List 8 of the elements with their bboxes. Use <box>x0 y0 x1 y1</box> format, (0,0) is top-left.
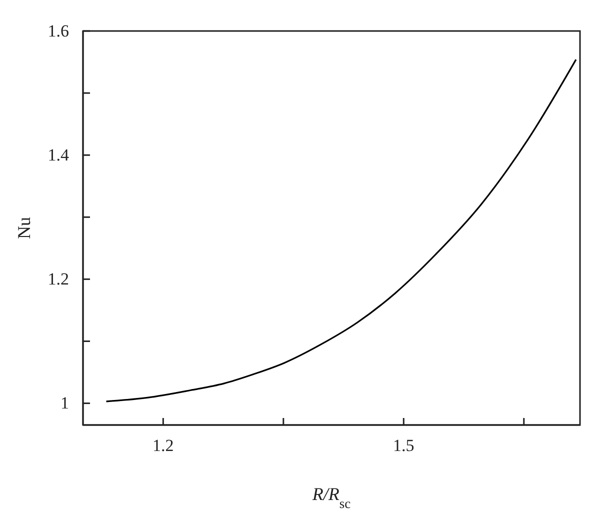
line-series <box>105 58 577 402</box>
x-tick-label: 1.5 <box>393 436 414 456</box>
y-tick-label: 1 <box>60 394 69 413</box>
x-axis-title: R/R$_{sc}$ <box>311 484 351 510</box>
y-tick-label: 1.2 <box>48 270 69 289</box>
y-axis-title: Nu <box>14 217 34 239</box>
y-tick-label: 1.4 <box>48 146 70 165</box>
y-tick-label: 1.6 <box>48 21 69 40</box>
